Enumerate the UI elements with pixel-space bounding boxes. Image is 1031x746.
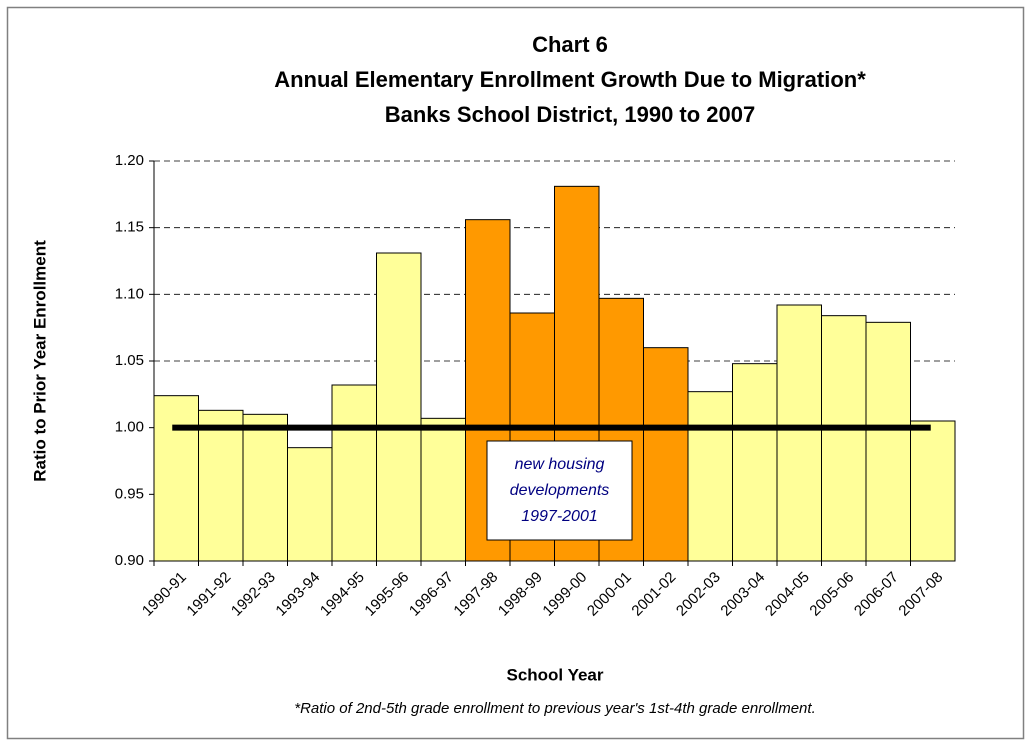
- y-tick-label: 1.10: [115, 285, 144, 302]
- x-axis-label: School Year: [506, 665, 603, 684]
- bar: [910, 420, 956, 562]
- bar: [376, 252, 422, 562]
- bar: [687, 391, 733, 562]
- y-axis-label: Ratio to Prior Year Enrollment: [30, 240, 49, 482]
- bar: [732, 363, 778, 562]
- bar: [420, 417, 466, 562]
- bar: [821, 315, 867, 562]
- annotation-text: new housing: [515, 456, 605, 473]
- y-tick-label: 1.15: [115, 219, 144, 236]
- bar: [153, 395, 199, 562]
- y-tick-label: 1.00: [115, 419, 144, 436]
- bar: [865, 321, 911, 562]
- annotation-text: developments: [510, 482, 610, 499]
- chart-title: Chart 6: [532, 32, 608, 57]
- footnote: *Ratio of 2nd-5th grade enrollment to pr…: [294, 700, 815, 717]
- annotation-text: 1997-2001: [521, 508, 598, 525]
- y-tick-label: 0.90: [115, 552, 144, 569]
- y-tick-label: 1.20: [115, 152, 144, 169]
- chart-title: Banks School District, 1990 to 2007: [385, 102, 756, 127]
- bar: [776, 304, 822, 562]
- chart-title: Annual Elementary Enrollment Growth Due …: [274, 67, 866, 92]
- bar: [287, 447, 333, 562]
- annotation-box: [486, 440, 633, 541]
- bar: [331, 384, 377, 562]
- bar: [198, 409, 244, 562]
- y-tick-label: 1.05: [115, 352, 144, 369]
- y-tick-label: 0.95: [115, 485, 144, 502]
- bar: [242, 413, 288, 562]
- bar: [643, 347, 689, 562]
